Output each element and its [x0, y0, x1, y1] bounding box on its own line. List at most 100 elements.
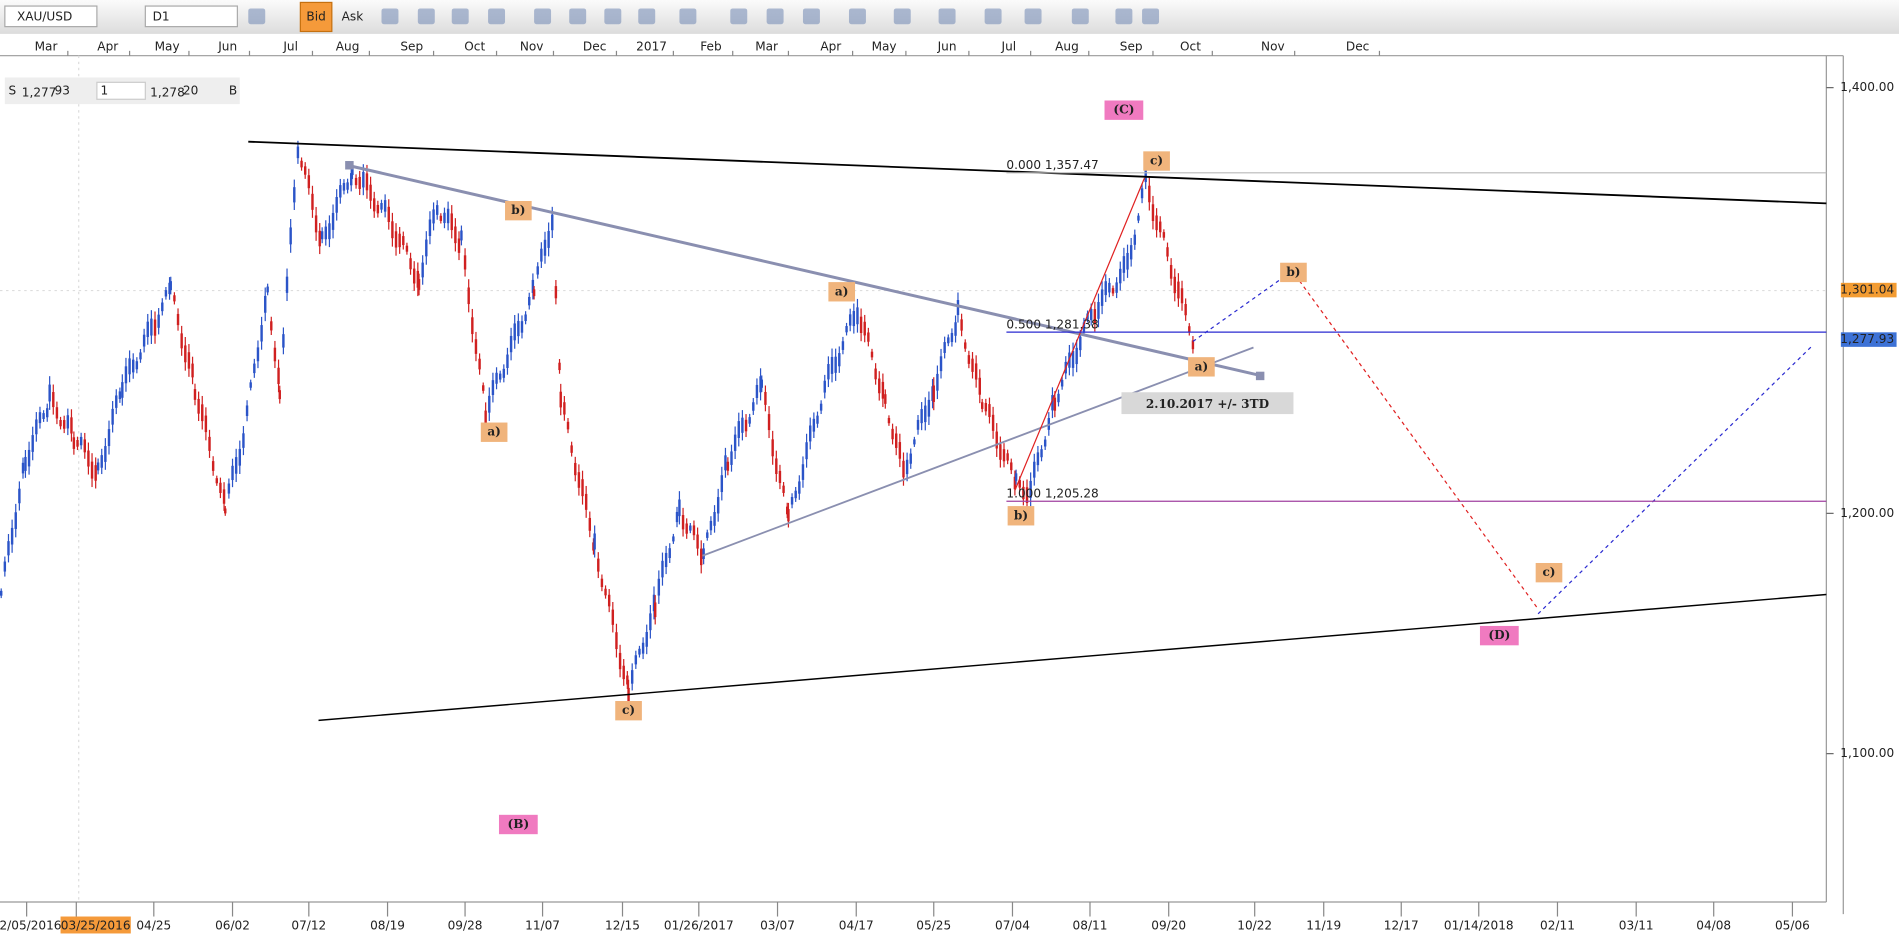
- candle-body: [558, 362, 561, 371]
- toolbar-icon[interactable]: [984, 8, 1002, 25]
- toolbar-icon[interactable]: [451, 8, 469, 25]
- candle-body: [1133, 234, 1137, 245]
- candle-body: [1166, 247, 1169, 257]
- candle-body: [351, 167, 354, 176]
- candle-body: [960, 319, 963, 331]
- candle-body: [35, 419, 38, 435]
- candle-body: [726, 461, 730, 471]
- candle-body: [256, 347, 260, 362]
- price-tick-label: 1,400.00: [1840, 80, 1894, 94]
- quantity-input[interactable]: [96, 81, 146, 100]
- candle-body: [324, 226, 327, 240]
- toolbar-icon[interactable]: [488, 8, 506, 25]
- candle-body: [135, 361, 139, 370]
- candle-body: [1137, 215, 1140, 221]
- candle-body: [488, 395, 491, 413]
- candle-body: [211, 461, 215, 471]
- candle-body: [724, 455, 727, 471]
- candle-body: [543, 239, 547, 256]
- candle-body: [974, 363, 978, 380]
- candle-body: [180, 333, 183, 349]
- toolbar-icon[interactable]: [1024, 8, 1042, 25]
- toolbar-icon[interactable]: [569, 8, 587, 25]
- projection: [1537, 344, 1814, 615]
- toolbar-icon[interactable]: [381, 8, 399, 25]
- candle-body: [339, 185, 342, 198]
- candle-body: [405, 245, 409, 252]
- candle-body: [570, 445, 573, 453]
- candle-body: [227, 483, 231, 494]
- toolbar-icon[interactable]: [679, 8, 697, 25]
- fib-label: 1.000 1,205.28: [1006, 486, 1098, 500]
- candle-body: [121, 382, 124, 398]
- candle-body: [1115, 282, 1118, 293]
- candle-body: [282, 334, 285, 348]
- month-label: Oct: [1180, 40, 1201, 54]
- toolbar-icon[interactable]: [938, 8, 956, 25]
- candle-body: [70, 417, 73, 434]
- toolbar-icon[interactable]: [893, 8, 911, 25]
- toolbar-icon[interactable]: [766, 8, 784, 25]
- candle-body: [107, 429, 111, 447]
- candle-body: [278, 390, 281, 400]
- candle-body: [991, 414, 995, 431]
- toolbar-icon[interactable]: [730, 8, 748, 25]
- date-label: 03/11: [1619, 919, 1654, 933]
- date-label: 11/19: [1306, 919, 1341, 933]
- toolbar-icon[interactable]: [1115, 8, 1133, 25]
- candle-body: [439, 215, 443, 221]
- candle-body: [999, 444, 1002, 460]
- candle-body: [778, 470, 782, 484]
- candle-body: [435, 205, 439, 215]
- date-label: 03/07: [760, 919, 795, 933]
- candle-body: [689, 525, 692, 531]
- candle-body: [685, 523, 688, 534]
- bid-button[interactable]: [299, 1, 333, 33]
- trendline-handle[interactable]: [1255, 371, 1265, 381]
- candle-body: [798, 481, 801, 494]
- toolbar-icon[interactable]: [1142, 8, 1160, 25]
- candle-body: [31, 435, 34, 452]
- candle-body: [173, 295, 176, 302]
- timeframe-select[interactable]: [144, 5, 238, 28]
- date-label: 11/07: [525, 919, 560, 933]
- candle-body: [224, 508, 227, 514]
- candle-body: [554, 286, 558, 299]
- toolbar-icon[interactable]: [417, 8, 435, 25]
- candle-body: [898, 442, 902, 459]
- candle-body: [346, 182, 349, 190]
- wave-label: b): [511, 203, 525, 217]
- candle-body: [867, 332, 870, 342]
- candle-body: [812, 418, 816, 432]
- candle-body: [398, 233, 401, 248]
- candle-body: [863, 321, 866, 336]
- symbol-select[interactable]: [4, 5, 98, 28]
- toolbar-icon[interactable]: [638, 8, 656, 25]
- candle-body: [737, 421, 740, 438]
- date-label: 08/19: [370, 919, 405, 933]
- candle-body: [653, 602, 657, 618]
- candle-body: [1071, 351, 1075, 368]
- candle-body: [881, 381, 885, 399]
- candle-body: [782, 485, 785, 493]
- candle-body: [21, 462, 25, 474]
- candle-body: [816, 415, 819, 424]
- candle-body: [520, 321, 524, 333]
- toolbar-icon[interactable]: [534, 8, 552, 25]
- candle-body: [622, 665, 625, 680]
- candle-body: [932, 385, 935, 402]
- candle-body: [531, 279, 535, 293]
- candle-body: [376, 204, 380, 214]
- trendline-handle[interactable]: [345, 161, 354, 170]
- toolbar-icon[interactable]: [248, 8, 266, 25]
- wave-label: c): [622, 703, 635, 717]
- toolbar-icon[interactable]: [848, 8, 866, 25]
- toolbar-icon[interactable]: [1071, 8, 1089, 25]
- toolbar-icon[interactable]: [604, 8, 622, 25]
- toolbar-icon[interactable]: [802, 8, 820, 25]
- wave-label: (C): [1113, 103, 1134, 117]
- candle-body: [716, 497, 720, 514]
- date-label: 05/25: [916, 919, 951, 933]
- month-label: Nov: [520, 40, 544, 54]
- candle-body: [841, 341, 845, 350]
